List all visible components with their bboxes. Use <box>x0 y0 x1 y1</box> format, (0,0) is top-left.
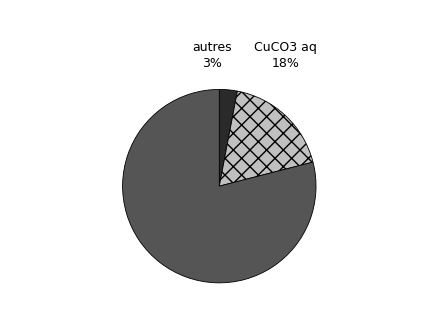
Wedge shape <box>123 89 316 283</box>
Wedge shape <box>219 89 237 186</box>
Text: CuCO3 aq: CuCO3 aq <box>254 41 317 54</box>
Text: autres: autres <box>192 41 232 54</box>
Wedge shape <box>219 91 313 186</box>
Text: 18%: 18% <box>272 57 300 70</box>
Text: 3%: 3% <box>202 57 222 70</box>
